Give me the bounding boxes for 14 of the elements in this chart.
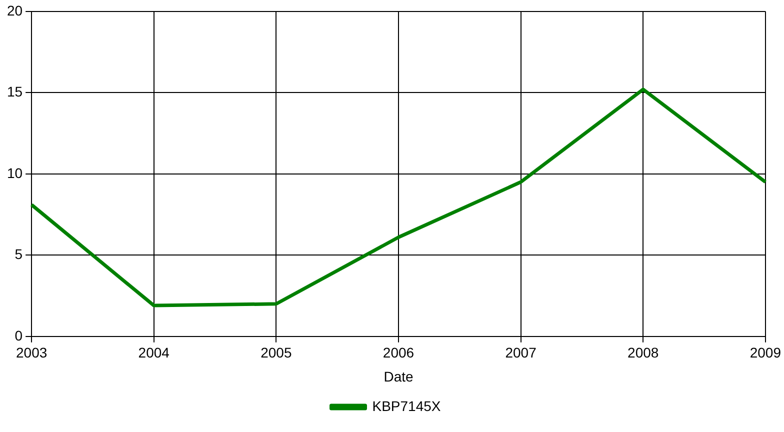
y-tick-label: 0 xyxy=(14,327,23,344)
x-tick-label: 2004 xyxy=(138,344,170,361)
x-tick-label: 2007 xyxy=(505,344,537,361)
y-tick-label: 15 xyxy=(6,84,23,100)
y-tick-label: 10 xyxy=(6,164,23,181)
x-tick-label: 2003 xyxy=(16,344,48,361)
x-tick-label: 2009 xyxy=(750,344,782,361)
legend-label: KBP7145X xyxy=(372,398,442,414)
x-axis-title: Date xyxy=(384,368,414,384)
y-tick-label: 5 xyxy=(14,246,23,262)
x-tick-label: 2008 xyxy=(628,344,659,361)
x-tick-label: 2006 xyxy=(382,344,414,361)
x-tick-label: 2005 xyxy=(260,344,292,361)
y-tick-label: 20 xyxy=(6,2,23,18)
